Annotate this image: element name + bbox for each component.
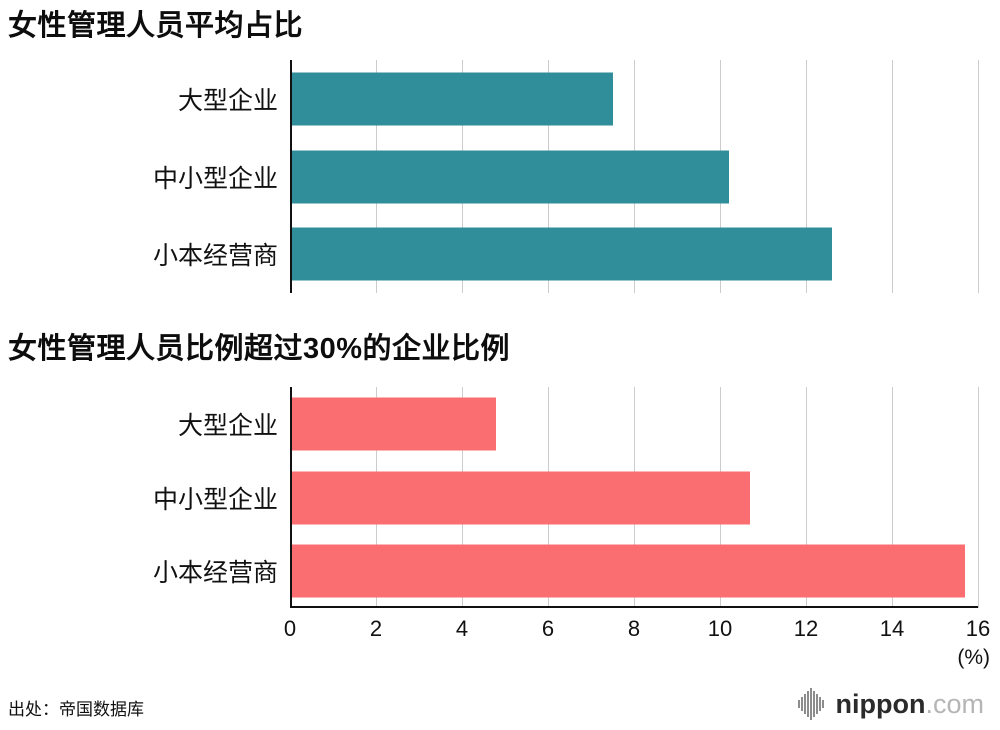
bar-row: 小本经营商 <box>153 215 978 293</box>
chart-title-average: 女性管理人员平均占比 <box>8 10 304 42</box>
bar <box>290 397 497 451</box>
brand-name: nippon <box>835 689 926 719</box>
nippon-logo: nippon.com <box>797 688 984 720</box>
tick-label: 6 <box>541 616 555 641</box>
tick-label: 4 <box>455 616 469 641</box>
bar <box>290 72 613 126</box>
bar-chart-over30: 大型企业中小型企业小本经营商 <box>153 387 979 608</box>
category-label: 中小型企业 <box>152 164 278 193</box>
tick-label: 2 <box>369 616 383 641</box>
x-axis-line <box>290 606 978 608</box>
bar <box>290 227 832 281</box>
category-label: 大型企业 <box>177 411 278 440</box>
x-axis-ticks: 0 2 4 6 8 10 12 14 16 <box>284 616 990 644</box>
brand-tld: .com <box>925 689 984 719</box>
gridline <box>806 387 807 608</box>
bar-row: 中小型企业 <box>153 138 978 216</box>
bar-row: 小本经营商 <box>153 534 978 608</box>
gridline <box>978 387 979 608</box>
category-label: 中小型企业 <box>152 485 278 514</box>
gridline <box>978 60 979 293</box>
footer: 出处：帝国数据库 nippon.com <box>8 688 984 720</box>
nippon-logo-icon <box>797 688 824 720</box>
y-axis-line <box>290 387 292 608</box>
source-text: 出处：帝国数据库 <box>8 700 144 719</box>
bar-chart-average: 大型企业中小型企业小本经营商 <box>153 60 979 293</box>
tick-label: 10 <box>707 616 733 641</box>
category-label: 小本经营商 <box>152 242 278 271</box>
y-axis-line <box>290 60 292 293</box>
bar <box>290 544 966 598</box>
tick-label: 12 <box>793 616 819 641</box>
bar-row: 大型企业 <box>178 387 978 461</box>
gridline <box>892 387 893 608</box>
tick-label: 0 <box>283 616 297 641</box>
bar <box>290 471 751 524</box>
bar-row: 中小型企业 <box>153 461 978 535</box>
x-axis-unit-label: (%) <box>957 646 990 669</box>
tick-label: 8 <box>627 616 641 641</box>
gridline <box>892 60 893 293</box>
gridline <box>806 60 807 293</box>
tick-label: 14 <box>879 616 905 641</box>
chart-title-over30: 女性管理人员比例超过30%的企业比例 <box>8 333 511 365</box>
tick-label: 16 <box>965 616 991 641</box>
brand-text: nippon.com <box>836 689 984 719</box>
category-label: 小本经营商 <box>152 559 278 588</box>
bar-row: 大型企业 <box>178 60 978 138</box>
bar <box>290 150 729 203</box>
category-label: 大型企业 <box>177 86 278 115</box>
